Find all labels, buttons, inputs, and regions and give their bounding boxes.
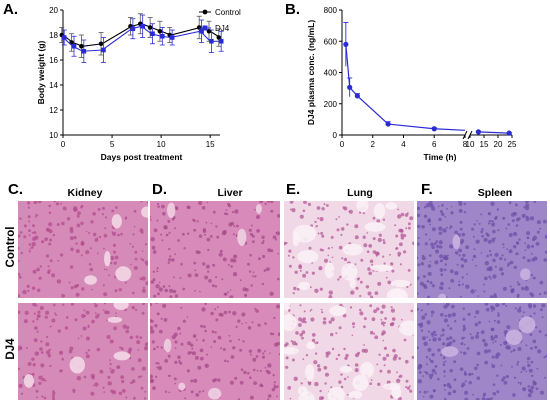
legend-label-dj4: DJ4 [215,24,230,33]
data-point-dj4 [71,43,77,49]
micrograph-texture [417,303,547,400]
x-tick-label: 4 [401,140,406,149]
tissue-title-kidney: Kidney [67,187,103,199]
data-point-dj4 [160,33,165,39]
x-tick-label: 10 [466,140,475,149]
y-tick-label: 16 [49,56,58,65]
data-point-dj4 [81,48,87,54]
x-tick-label: 15 [480,140,489,149]
data-point-dj4 [150,31,155,37]
micrograph-kidney-dj4 [18,303,148,400]
micrograph-texture [150,303,280,400]
x-tick-label: 0 [340,140,345,149]
x-tick-label: 6 [432,140,437,149]
x-tick-label: 25 [508,140,517,149]
series-line-dj4 [345,44,466,131]
micrograph-texture [284,303,414,400]
y-tick-label: 600 [324,37,338,46]
x-tick-label: 0 [61,140,66,149]
data-point-dj4 [101,47,106,53]
x-tick-label: 8 [463,140,468,149]
data-point-dj4 [140,23,145,29]
chart-b-plasma-conc: 0 200 400 600 800 0 2 4 6 810 15 20 25 Time (h) DJ4 pl… [306,6,517,162]
y-tick-label: 200 [324,100,338,109]
y-tick-label: 20 [49,6,58,15]
axis-break-mark [467,130,473,140]
y-tick-label: 10 [49,131,58,140]
data-point-dj4 [61,35,67,40]
micrograph-texture [150,201,280,298]
data-point-dj4 [343,41,349,47]
data-point-control [157,28,163,34]
panel-letter-a: A. [3,1,18,18]
y-tick-label: 800 [324,6,338,15]
panel-letter-e: E. [286,181,301,198]
panel-letter-c: C. [8,181,23,198]
x-tick-label: 10 [157,140,166,149]
y-axis-title: DJ4 plasma conc. (ng/mL) [306,20,316,125]
x-tick-label: 2 [371,140,376,149]
row-label-control: Control [5,226,17,268]
micrograph-texture [284,201,414,298]
axis-break-mark [462,130,468,140]
chart-a-body-weight: 10 12 14 16 18 20 0 5 10 15 Days post treatment Bod… [36,6,241,162]
micrograph-spleen-control [417,201,547,298]
tissue-title-lung: Lung [347,187,373,199]
series-line-dj4 [62,25,220,52]
tissue-title-spleen: Spleen [477,187,513,199]
data-point-dj4 [199,28,204,34]
x-tick-label: 5 [110,140,115,149]
data-point-dj4 [431,126,437,132]
series-line-dj4 [478,131,510,134]
x-tick-label: 20 [494,140,503,149]
micrograph-texture [18,201,148,298]
data-point-dj4 [354,93,360,99]
y-tick-label: 12 [49,106,58,115]
data-point-dj4 [169,35,175,40]
data-point-dj4 [209,38,214,44]
data-point-control [79,43,84,49]
legend-label-control: Control [215,8,241,17]
data-point-dj4 [218,38,224,44]
micrograph-kidney-control [18,201,148,298]
data-point-dj4 [475,129,481,135]
y-tick-label: 400 [324,69,338,78]
micrograph-texture [417,201,547,298]
micrograph-texture [18,303,148,400]
row-label-dj4: DJ4 [5,338,17,360]
y-tick-label: 18 [49,31,58,40]
y-axis-title: Body weight (g) [36,40,46,104]
data-point-dj4 [347,84,353,90]
x-tick-label: 15 [206,140,215,149]
data-point-control [98,41,104,47]
panel-letter-d: D. [152,181,167,198]
data-point-control [147,25,153,30]
micrograph-liver-control [150,201,280,298]
legend-marker [202,25,208,31]
data-point-dj4 [385,121,391,127]
x-axis-title: Time (h) [424,152,457,162]
tissue-title-liver: Liver [217,187,243,199]
micrograph-spleen-dj4 [417,303,547,400]
micrograph-lung-control [284,201,414,298]
micrograph-liver-dj4 [150,303,280,400]
micrograph-lung-dj4 [284,303,414,400]
data-point-dj4 [130,26,136,32]
data-point-control [216,35,222,40]
legend-marker [202,9,208,15]
y-tick-label: 14 [49,81,58,90]
panel-letter-b: B. [285,1,300,18]
data-point-dj4 [506,130,512,136]
x-axis-title: Days post treatment [101,152,183,162]
panel-letter-f: F. [421,181,433,198]
y-tick-label: 0 [333,131,338,140]
